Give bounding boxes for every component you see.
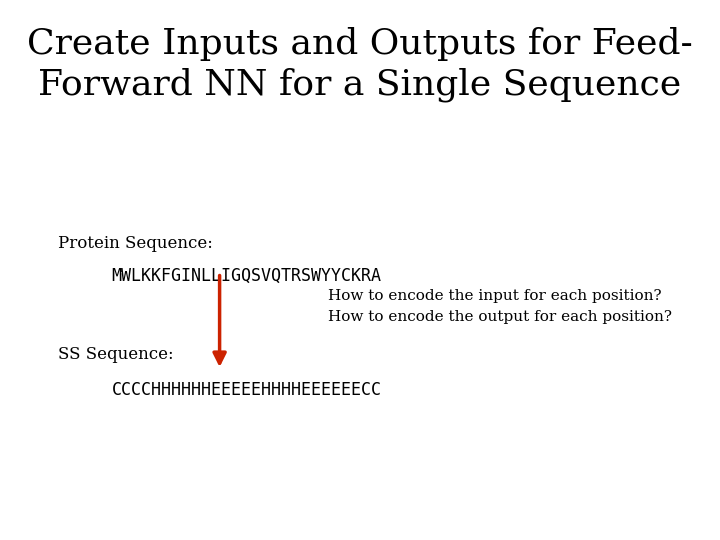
Text: MWLKKFGINLLIGQSVQTRSWYYCKRA: MWLKKFGINLLIGQSVQTRSWYYCKRA (112, 267, 382, 285)
Text: CCCCHHHHHHEEEEEHHHHEEEEEECC: CCCCHHHHHHEEEEEHHHHEEEEEECC (112, 381, 382, 399)
Text: How to encode the output for each position?: How to encode the output for each positi… (328, 310, 672, 325)
Text: SS Sequence:: SS Sequence: (58, 346, 174, 362)
Text: Create Inputs and Outputs for Feed-
Forward NN for a Single Sequence: Create Inputs and Outputs for Feed- Forw… (27, 27, 693, 102)
Text: How to encode the input for each position?: How to encode the input for each positio… (328, 289, 661, 303)
Text: Protein Sequence:: Protein Sequence: (58, 235, 212, 252)
